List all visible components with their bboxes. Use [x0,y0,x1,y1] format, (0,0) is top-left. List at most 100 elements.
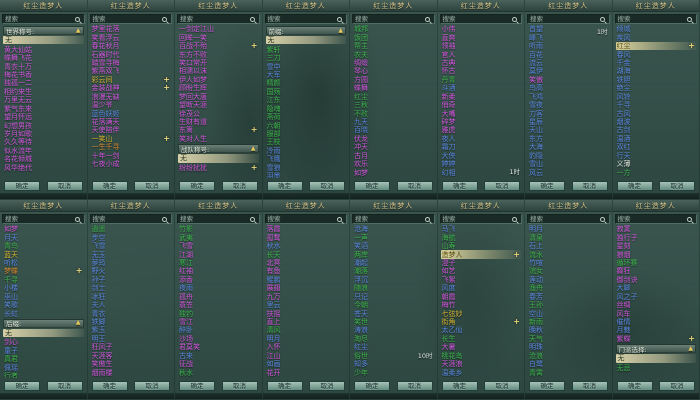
list-item[interactable]: 欢乐 [353,160,434,168]
list-item[interactable]: 一剑定江山 [178,25,259,33]
category-dropdown[interactable]: 世界称号: ▲ [3,26,84,36]
list-item[interactable]: 沧海 [353,225,434,233]
list-item[interactable]: 小伟 [441,25,522,33]
list-item[interactable]: 浣女 [528,267,609,275]
list-item[interactable]: 月天 [3,233,84,242]
list-item[interactable]: 蓝天 [3,250,84,259]
collapse-arrow-icon[interactable]: ▲ [250,144,256,152]
list-item[interactable]: 名花倾城 [3,155,84,163]
list-item[interactable]: 清风 [266,326,347,334]
list-item[interactable]: 听松 [3,259,84,267]
list-item[interactable]: 马飞 [441,225,522,233]
list-item[interactable]: 大侠 [441,152,522,160]
list-item[interactable]: 沧浪 [528,352,609,360]
list-item[interactable]: 东方 [528,135,609,143]
list-item[interactable]: 独钓 [178,309,259,318]
list-item[interactable]: 王孙 [528,301,609,309]
list-item[interactable]: 梅花书香 [3,71,84,79]
collapse-arrow-icon[interactable]: ▲ [75,26,81,34]
add-icon[interactable]: + [163,74,170,84]
list-item[interactable]: 青霄 [528,368,609,377]
list-item[interactable]: 明珠 [528,343,609,351]
cancel-button[interactable]: 取消 [46,181,83,191]
list-item[interactable]: 隐魂 [266,105,347,113]
search-input[interactable]: 搜索 [264,14,347,24]
list-item[interactable]: 流云 [528,59,609,67]
list-item[interactable]: 饭团 [353,33,434,42]
cancel-button[interactable]: 取消 [484,381,520,391]
list-item[interactable]: 岁月如歌 [3,130,84,138]
list-item[interactable]: 里云 [266,301,347,309]
list-item[interactable]: 千金 [616,59,697,67]
list-item[interactable]: 北冥 [266,259,347,267]
list-item[interactable]: 六朝 [266,121,347,130]
list-item[interactable]: 绝尘 [616,84,697,92]
collapse-arrow-icon[interactable]: ▲ [338,26,343,34]
search-input[interactable]: 搜索 [527,214,610,224]
list-item[interactable]: 大嘴 [441,109,522,118]
list-item[interactable]: 十年一剑 [91,152,172,160]
confirm-button[interactable]: 确定 [354,181,390,191]
list-item[interactable]: 红袖 [178,267,259,275]
list-item[interactable]: 古典 [441,59,522,67]
list-item[interactable]: 疾风 [616,33,697,42]
cancel-button[interactable]: 取消 [571,181,608,191]
selected-option-none[interactable]: 无 [3,328,84,338]
confirm-button[interactable]: 确定 [616,381,653,391]
search-input[interactable]: 搜索 [527,14,610,24]
list-item[interactable]: 羽墨 [266,172,347,178]
list-item[interactable]: 红尘 [353,93,434,101]
list-item[interactable]: 刀客 [528,109,609,118]
list-item[interactable]: 天山 [528,126,609,134]
list-item[interactable]: 王枝 [266,138,347,146]
list-item[interactable]: 蝶舞 [353,84,434,92]
list-item[interactable]: 如梦 [3,225,84,233]
confirm-button[interactable]: 确定 [441,381,478,391]
list-item[interactable]: 金装战神 + [91,84,172,93]
list-item[interactable]: 御剑诀 [616,276,697,284]
list-item[interactable]: 如梦 [353,168,434,177]
search-input[interactable]: 搜索 [177,14,260,24]
add-icon[interactable]: + [250,162,258,172]
cancel-button[interactable]: 取消 [659,381,695,391]
list-item[interactable]: 红尘 [353,343,434,351]
add-icon[interactable]: + [75,266,83,276]
list-item[interactable]: 东篱 + [178,126,259,135]
list-item[interactable]: 君莫笑 [178,343,259,351]
list-item[interactable]: 两岸 [353,250,434,259]
list-item[interactable]: 大脚 [616,284,697,292]
list-item[interactable]: 久久等待 [3,138,84,146]
list-item[interactable]: 梦里花落 [91,25,172,33]
confirm-button[interactable]: 确定 [354,381,390,391]
list-item[interactable]: 月魅 [616,326,697,334]
list-item[interactable]: 江湖 [178,250,259,259]
list-item[interactable]: 紫蝶 + [616,334,697,343]
list-item[interactable]: 霜刀 [441,143,522,151]
confirm-button[interactable]: 确定 [91,181,128,191]
list-item[interactable]: 蝶舞飞花 [3,54,84,62]
list-item[interactable]: 梅竹 [441,301,522,309]
list-item[interactable]: 似水流年 [3,147,84,155]
list-item[interactable]: 明月 [266,335,347,343]
list-item[interactable]: 无忌 [616,364,697,372]
list-item[interactable]: 孙子 [91,276,172,284]
list-item[interactable]: 百晓 [353,126,434,134]
confirm-button[interactable]: 确定 [529,381,565,391]
search-input[interactable]: 搜索 [439,14,522,24]
collapse-arrow-icon[interactable]: ▲ [75,319,81,327]
list-item[interactable]: 展翅 [266,284,347,292]
list-item[interactable]: 紫燕双飞 [91,67,172,75]
list-item[interactable]: 春花秋月 [91,42,172,50]
list-item[interactable]: 知多 [353,360,434,368]
category-dropdown[interactable]: 战队称号: ▲ [178,144,259,154]
cancel-button[interactable]: 取消 [484,181,520,191]
list-item[interactable]: 笑歌 [3,301,84,309]
list-item[interactable]: 风车 [616,309,697,318]
list-item[interactable]: 无玉 [91,250,172,259]
list-item[interactable]: 飞絮 [441,276,522,284]
list-item[interactable]: 俏奇 [441,101,522,109]
category-dropdown[interactable]: 门派选择: ▲ [615,344,696,354]
selected-option-none[interactable]: 无 [3,36,84,45]
list-item[interactable]: 生财有道 [178,118,259,126]
list-item[interactable]: 潮起 [353,259,434,267]
